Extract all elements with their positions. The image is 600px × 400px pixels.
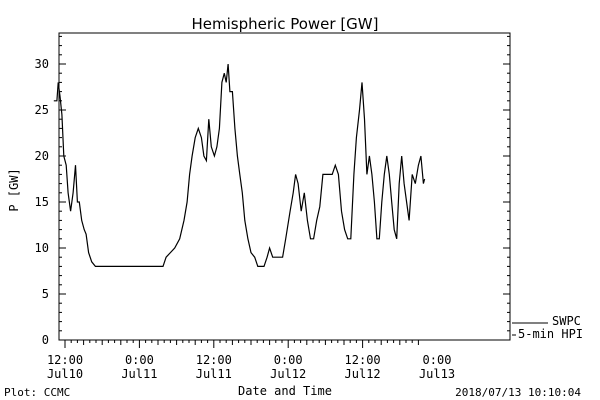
y-tick-label: 15 xyxy=(35,195,49,209)
x-axis: 12:00Jul100:00Jul1112:00Jul110:00Jul1212… xyxy=(47,340,455,381)
series-group xyxy=(53,63,426,267)
y-axis-label: P [GW] xyxy=(7,168,21,211)
chart-title: Hemispheric Power [GW] xyxy=(192,15,379,33)
x-tick-date: Jul12 xyxy=(345,367,381,381)
y-tick-label: 30 xyxy=(35,57,49,71)
x-tick-time: 12:00 xyxy=(345,353,381,367)
x-tick-time: 0:00 xyxy=(274,353,303,367)
legend-hpi-label: 5-min HPI xyxy=(518,327,583,341)
plot-frame xyxy=(58,32,511,341)
x-tick-date: Jul12 xyxy=(270,367,306,381)
plot-credit: Plot: CCMC xyxy=(4,386,70,399)
legend: SWPC 5-min HPI xyxy=(512,314,583,341)
x-tick-time: 0:00 xyxy=(423,353,452,367)
y-tick-label: 10 xyxy=(35,241,49,255)
x-tick-date: Jul11 xyxy=(121,367,157,381)
x-tick-date: Jul13 xyxy=(419,367,455,381)
y-tick-label: 0 xyxy=(42,333,49,347)
x-tick-time: 12:00 xyxy=(196,353,232,367)
x-axis-label: Date and Time xyxy=(238,384,332,398)
x-tick-time: 12:00 xyxy=(47,353,83,367)
plot-timestamp: 2018/07/13 10:10:04 xyxy=(455,386,581,399)
y-axis: 0 5 10 15 20 25 30 xyxy=(35,35,510,347)
y-tick-label: 20 xyxy=(35,149,49,163)
legend-swpc-label: SWPC xyxy=(552,314,581,328)
series-hpi-line xyxy=(53,63,426,267)
x-tick-time: 0:00 xyxy=(125,353,154,367)
y-tick-label: 5 xyxy=(42,287,49,301)
x-tick-date: Jul11 xyxy=(196,367,232,381)
y-tick-label: 25 xyxy=(35,103,49,117)
x-tick-date: Jul10 xyxy=(47,367,83,381)
